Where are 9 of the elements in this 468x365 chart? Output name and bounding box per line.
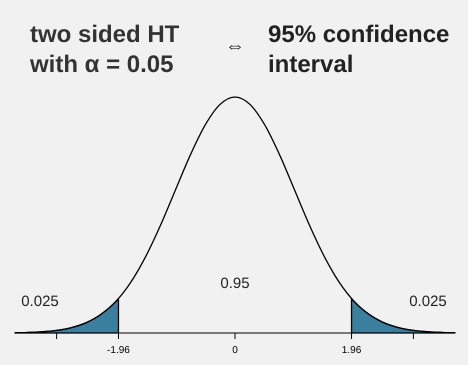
x-tick-label: 0 (232, 345, 238, 356)
annotation: 0.025 (409, 293, 447, 310)
text: 95% confidence interval (268, 21, 450, 78)
chart-title: two sided HT with α = 0.05 (29, 21, 180, 78)
x-tick-label: 1.96 (342, 345, 362, 356)
x-tick-label: -1.96 (107, 345, 130, 356)
annotation: 0.95 (220, 275, 250, 292)
text: ⇔ (225, 35, 245, 57)
annotation: 0.025 (21, 293, 59, 310)
